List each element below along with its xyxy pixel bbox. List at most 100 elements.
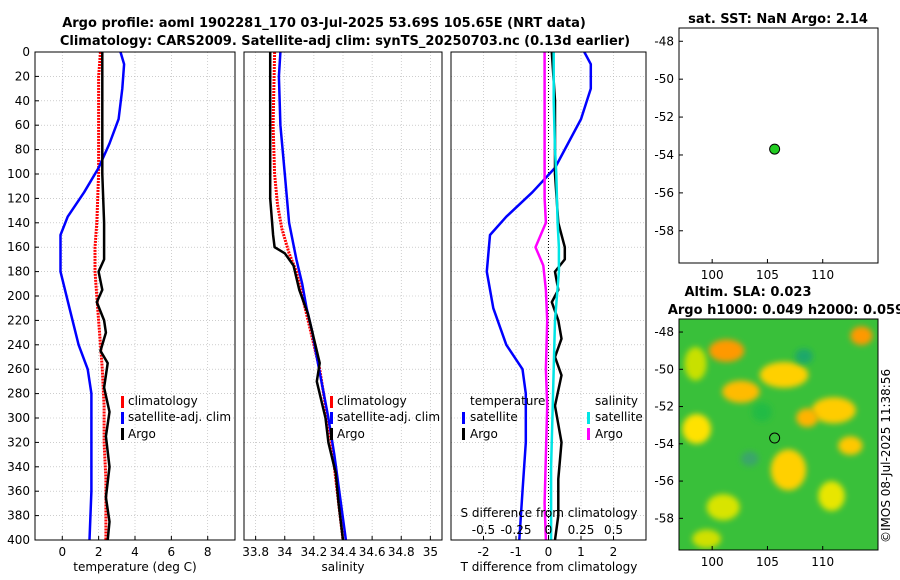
legend-swatch-climatology (121, 396, 124, 408)
x-tick-label: -1 (510, 545, 522, 559)
imos-watermark: ©IMOS 08-Jul-2025 11:38:56 (879, 369, 893, 543)
x-tick-label: 0 (58, 545, 66, 559)
sla-anomaly-patch (770, 449, 807, 491)
x-tick-label: 0 (545, 545, 553, 559)
sla-anomaly-patch (838, 436, 863, 455)
sla-anomaly-patch (692, 529, 722, 549)
x-tick-label: 1 (577, 545, 585, 559)
y-tick-label: -58 (654, 511, 674, 525)
y-tick-label: 360 (7, 484, 30, 498)
sla-map-title-line2: Argo h1000: 0.049 h2000: 0.059 (668, 303, 900, 318)
y-tick-label: -54 (654, 437, 674, 451)
figure-title-line2: Climatology: CARS2009. Satellite-adj cli… (60, 34, 630, 49)
y-tick-label: 380 (7, 509, 30, 523)
legend-swatch-argo (330, 428, 333, 440)
y-tick-label: 320 (7, 435, 30, 449)
sla-anomaly-patch (818, 481, 845, 511)
y-tick-label: -48 (654, 34, 674, 48)
y-tick-label: -58 (654, 224, 674, 238)
legend-title-salinity: salinity (595, 394, 638, 408)
legend-swatch-s-argo (587, 428, 590, 440)
y-tick-label: 220 (7, 313, 30, 327)
series-salinity-satellite (549, 52, 561, 540)
legend-label-s-argo: Argo (595, 427, 623, 441)
sla-anomaly-patch (722, 380, 760, 403)
y-tick-label: -56 (654, 186, 674, 200)
series-satellite-adj-clim (277, 52, 348, 540)
legend-swatch-satellite (121, 412, 124, 424)
salinity-panel: 33.8 34 34.2 34.4 34.6 34.8 35 salinity climat… (242, 51, 443, 574)
x-tick-label: 33.8 (242, 545, 269, 559)
x-tick-label: 6 (168, 545, 176, 559)
series-temperature-satellite (485, 52, 593, 540)
legend-label-satellite: satellite-adj. clim (128, 410, 231, 424)
x-tick-label: 110 (811, 268, 834, 282)
difference-legend: temperature satellite Argo salinity sate… (462, 394, 643, 441)
x-tick-label: 34.2 (301, 545, 328, 559)
series-salinity-argo (534, 52, 549, 540)
salinity-legend: climatology satellite-adj. clim Argo (330, 394, 440, 441)
temperature-xlabel: temperature (deg C) (73, 560, 196, 574)
x-tick-label: 2 (610, 545, 618, 559)
y-tick-label: -52 (654, 400, 674, 414)
argo-position-marker (769, 432, 781, 444)
top-tick-label: -0.5 (472, 523, 495, 537)
y-tick-label: -50 (654, 362, 674, 376)
sst-map-title: sat. SST: NaN Argo: 2.14 (688, 12, 868, 27)
y-tick-label: 100 (7, 167, 30, 181)
sla-anomaly-patch (682, 414, 712, 444)
difference-panel: -2 -1 0 1 2 -0.5 -0.25 0 0.25 0.5 T difference f… (450, 51, 647, 574)
legend-label-satellite: satellite-adj. clim (337, 410, 440, 424)
legend-swatch-s-satellite (587, 412, 590, 424)
legend-label-s-satellite: satellite (595, 410, 643, 424)
sla-map-title-line1: Altim. SLA: 0.023 (685, 285, 812, 300)
series-argo (268, 52, 345, 540)
sla-anomaly-patch (850, 326, 873, 346)
y-tick-label: -54 (654, 148, 674, 162)
y-tick-label: 60 (15, 118, 30, 132)
temperature-legend: climatology satellite-adj. clim Argo (121, 394, 231, 441)
y-tick-label: -56 (654, 474, 674, 488)
legend-swatch-argo (121, 428, 124, 440)
y-tick-label: 300 (7, 411, 30, 425)
y-tick-label: 240 (7, 338, 30, 352)
sla-anomaly-patch (811, 397, 856, 424)
series-argo (95, 52, 111, 540)
y-tick-label: 340 (7, 460, 30, 474)
x-tick-label: 34.4 (330, 545, 357, 559)
y-tick-label: 0 (22, 45, 30, 59)
top-tick-label: 0 (545, 523, 553, 537)
series-satellite-adj-clim (59, 52, 126, 540)
sla-anomaly-patch (751, 402, 772, 422)
y-tick-label: 280 (7, 387, 30, 401)
difference-top-label: S difference from climatology (461, 506, 638, 520)
legend-label-t-argo: Argo (470, 427, 498, 441)
y-tick-label: -52 (654, 110, 674, 124)
x-tick-label: 110 (811, 555, 834, 569)
x-tick-label: 35 (423, 545, 438, 559)
legend-swatch-t-satellite (462, 412, 465, 424)
x-tick-label: -2 (478, 545, 490, 559)
legend-swatch-t-argo (462, 428, 465, 440)
y-tick-label: 40 (15, 94, 30, 108)
x-tick-label: 34 (277, 545, 292, 559)
sla-anomaly-patch (795, 348, 813, 364)
y-tick-label: 260 (7, 362, 30, 376)
sla-anomaly-patch (706, 494, 740, 521)
top-tick-label: 0.5 (604, 523, 623, 537)
sst-map-panel: sat. SST: NaN Argo: 2.14 100 105 110 -48 -5… (654, 12, 879, 282)
sla-anomaly-patch (796, 408, 819, 428)
x-tick-label: 34.6 (359, 545, 386, 559)
legend-swatch-satellite (330, 412, 333, 424)
legend-label-t-satellite: satellite (470, 410, 518, 424)
y-tick-label: 120 (7, 191, 30, 205)
top-tick-label: 0.25 (568, 523, 595, 537)
x-tick-label: 100 (701, 555, 724, 569)
y-tick-label: 80 (15, 143, 30, 157)
sla-anomaly-patch (684, 346, 707, 381)
sla-anomaly-patch (708, 339, 745, 362)
x-tick-label: 34.8 (388, 545, 415, 559)
figure-title-line1: Argo profile: aoml 1902281_170 03-Jul-20… (62, 16, 586, 31)
y-tick-label: -50 (654, 72, 674, 86)
sla-anomaly-patch (740, 451, 759, 467)
